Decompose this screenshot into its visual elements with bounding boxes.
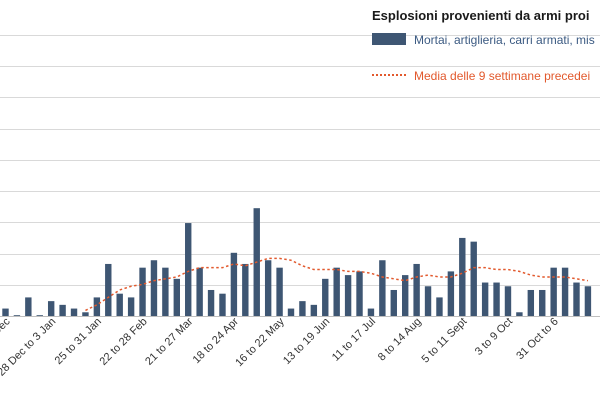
legend-item-average: Media delle 9 settimane precedei [372,67,600,85]
bar [242,263,249,316]
legend-bar-label: Mortai, artiglieria, carri armati, mis [414,33,595,47]
bar [139,267,146,316]
average-line-series [85,257,589,312]
bar [13,315,21,316]
bar [59,304,66,316]
bar [459,237,466,316]
bar [584,286,592,316]
bar [93,297,101,316]
bar [356,271,363,316]
bar [25,297,32,316]
bar [36,315,43,316]
x-tick-label: 31 Oct to 6 [514,316,561,363]
bar-series [2,208,592,316]
bar [207,289,215,316]
bar [573,282,580,316]
bar [105,263,112,316]
bar [219,293,226,316]
bar [561,267,569,316]
bar [127,297,135,316]
x-tick-label: 3 to 9 Oct [473,316,515,358]
average-line [85,257,589,312]
x-tick-label: 16 to 22 May [233,315,287,369]
legend-title: Esplosioni provenienti da armi proi [372,8,590,23]
bar [276,267,283,316]
bar [264,260,272,316]
bar [424,286,432,316]
x-tick-label: 11 to 17 Jul [330,316,378,364]
bar [287,308,295,316]
bar [2,308,9,316]
bar [196,267,203,316]
bar [173,278,180,316]
legend-line-label: Media delle 9 settimane precedei [414,69,591,83]
bar [322,278,329,316]
bar [367,308,375,316]
x-tick-label: 22 to 28 Feb [97,316,149,368]
bar [230,252,238,316]
bar [402,275,409,316]
x-tick-label: 18 to 24 Apr [191,315,242,366]
bar [550,267,557,316]
bar [539,289,546,316]
bar [470,241,477,316]
bar [82,312,89,316]
bar [447,271,455,316]
bar [413,263,420,316]
bar [504,286,512,316]
legend-bar-swatch [372,33,406,45]
legend: Esplosioni provenienti da armi proi Mort… [372,8,600,85]
bar [299,301,306,316]
x-tick-label: to 6 Dec [0,315,13,353]
bar [390,289,397,316]
x-tick-label: 5 to 11 Sept [420,316,470,366]
x-tick-label: 13 to 19 Jun [281,316,332,367]
x-tick-label: 8 to 14 Aug [376,316,424,364]
gridlines [0,35,600,317]
bar [162,267,169,316]
x-tick-label: 21 to 27 Mar [143,315,195,367]
legend-item-bars: Mortai, artiglieria, carri armati, mis [372,31,600,49]
bar [150,260,158,316]
bar [436,297,443,316]
bar [516,312,523,316]
bar [344,275,352,316]
bar [333,267,340,316]
legend-line-swatch [372,74,406,76]
bar [47,301,55,316]
bar [185,223,192,316]
bar [379,260,386,316]
bar [493,282,500,316]
bar [481,282,489,316]
bar [70,308,78,316]
bar [527,289,535,316]
bar [116,293,123,316]
bar [310,304,318,316]
